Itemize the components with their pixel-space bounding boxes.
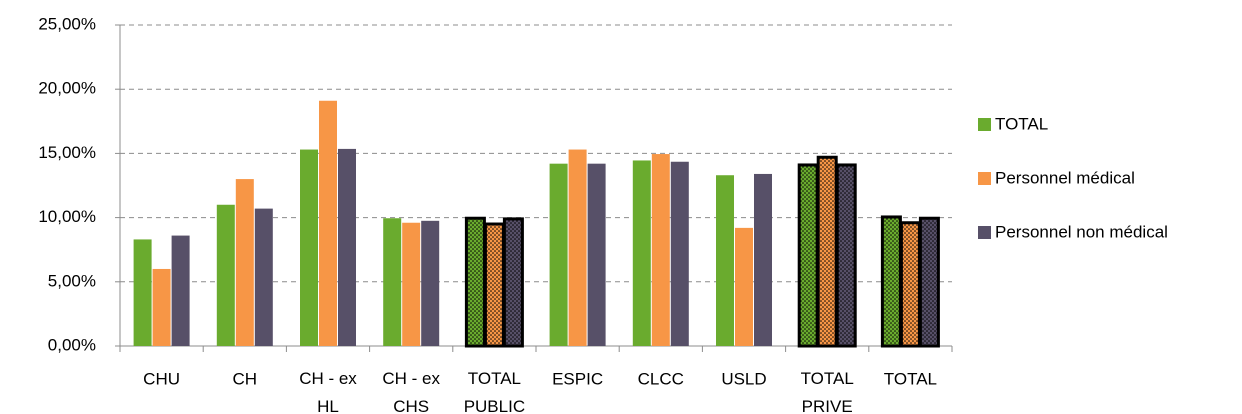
y-tick-label: 25,00% (38, 14, 96, 33)
bar (735, 227, 753, 346)
x-tick-label: TOTAL PRIVE (801, 369, 854, 414)
legend-label: Personnel non médical (995, 222, 1168, 241)
bar (464, 216, 486, 348)
bar (300, 149, 318, 346)
bar (754, 173, 772, 346)
bar (587, 163, 606, 346)
legend-swatch (978, 172, 991, 185)
bar (338, 148, 356, 346)
legend-label: Personnel médical (995, 168, 1135, 187)
bar (632, 160, 651, 346)
bar (254, 208, 273, 346)
y-tick-label: 10,00% (38, 207, 96, 226)
bar (816, 155, 838, 348)
bar (918, 216, 940, 348)
y-tick-label: 15,00% (38, 143, 96, 162)
bar (568, 149, 587, 346)
bar (899, 221, 921, 348)
bar (483, 222, 505, 348)
legend-swatch (978, 118, 991, 131)
x-tick-label: CHU (143, 369, 180, 388)
x-tick-label: CH - ex CHS (382, 369, 440, 414)
bar (383, 218, 402, 346)
x-tick-label: ESPIC (552, 369, 603, 388)
x-tick-label: CH (233, 369, 258, 388)
bar (402, 222, 421, 346)
y-tick-label: 20,00% (38, 79, 96, 98)
bar (502, 217, 524, 348)
bar (549, 163, 568, 346)
bar (216, 204, 235, 346)
bar (670, 161, 689, 346)
bar (797, 163, 819, 348)
bar (651, 154, 670, 346)
bar (421, 220, 440, 346)
x-tick-label: TOTAL PUBLIC (464, 369, 525, 414)
legend-label: TOTAL (995, 114, 1048, 133)
bar (152, 268, 171, 346)
bar (716, 175, 734, 346)
y-tick-label: 5,00% (48, 271, 96, 290)
bar (133, 239, 152, 346)
bar (880, 215, 902, 348)
x-tick-label: USLD (721, 369, 766, 388)
x-tick-label: TOTAL (884, 369, 937, 388)
x-tick-label: CH - ex HL (299, 369, 357, 414)
bar (835, 163, 857, 348)
bar (235, 179, 254, 346)
y-tick-label: 0,00% (48, 335, 96, 354)
bar (171, 235, 190, 346)
bar (319, 100, 337, 346)
legend-swatch (978, 226, 991, 239)
x-tick-label: CLCC (638, 369, 684, 388)
